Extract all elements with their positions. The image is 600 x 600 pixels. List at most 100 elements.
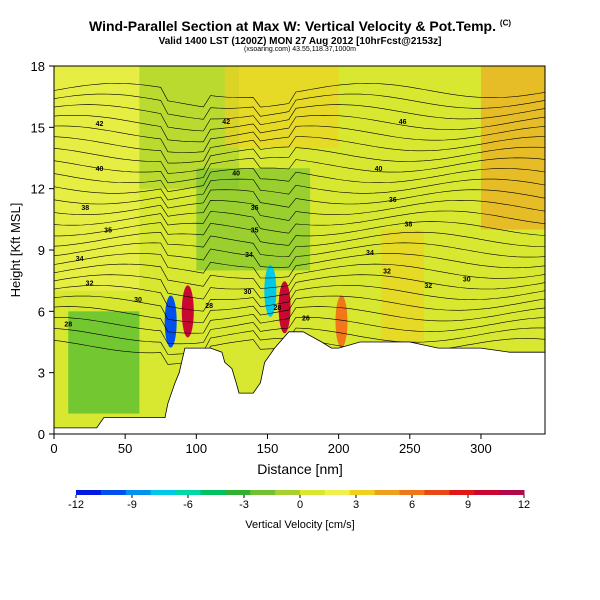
colorbar-tick-label: -6 bbox=[183, 499, 193, 511]
field-band bbox=[54, 66, 140, 291]
colorbar-swatch bbox=[225, 490, 251, 495]
colorbar-swatch bbox=[499, 490, 525, 495]
colorbar-swatch bbox=[275, 490, 301, 495]
isentrope-line bbox=[54, 253, 545, 279]
y-tick-label: 3 bbox=[38, 366, 45, 381]
colorbar-tick-label: -9 bbox=[127, 499, 137, 511]
chart-title: Wind-Parallel Section at Max W: Vertical… bbox=[88, 18, 512, 34]
isentrope-label: 35 bbox=[104, 228, 112, 235]
x-tick-label: 200 bbox=[328, 441, 350, 456]
colorbar-tick-label: 9 bbox=[465, 499, 471, 511]
x-tick-label: 50 bbox=[118, 441, 132, 456]
isentrope-label: 34 bbox=[245, 252, 253, 259]
updraft-core bbox=[164, 295, 177, 348]
colorbar-swatch bbox=[125, 490, 152, 495]
isentrope-line bbox=[54, 199, 545, 221]
isentrope-label: 28 bbox=[64, 322, 72, 329]
field-band bbox=[196, 168, 311, 271]
colorbar-swatch bbox=[76, 490, 102, 495]
chart-subtitle: Valid 1400 LST (1200Z) MON 27 Aug 2012 [… bbox=[158, 36, 442, 47]
isentrope-label: 30 bbox=[244, 289, 252, 296]
isentrope-label: 36 bbox=[389, 197, 397, 204]
colorbar-swatch bbox=[300, 490, 326, 495]
isentrope-line bbox=[54, 274, 545, 300]
isentrope-line bbox=[54, 136, 545, 164]
terrain-mask bbox=[54, 331, 545, 434]
isentrope-line bbox=[54, 168, 545, 193]
isentrope-line bbox=[54, 83, 545, 108]
isentrope-line bbox=[54, 104, 545, 132]
isentrope-lines: 42 42 46 40 40 40 38 36 36 35 35 38 34 34 34 32 32 32 30 30… bbox=[54, 83, 545, 365]
isentrope-line bbox=[54, 93, 545, 120]
colorbar-tick-label: 3 bbox=[353, 499, 359, 511]
colorbar-swatch bbox=[200, 490, 226, 495]
isentrope-line bbox=[54, 210, 545, 234]
isentrope-label: 36 bbox=[251, 205, 259, 212]
isentrope-line bbox=[54, 231, 545, 258]
x-tick-label: 300 bbox=[470, 441, 492, 456]
colorbar-swatch bbox=[150, 490, 177, 495]
isentrope-label: 30 bbox=[463, 277, 471, 284]
colorbar-label: Vertical Velocity [cm/s] bbox=[245, 519, 354, 531]
colorbar-swatch bbox=[424, 490, 450, 495]
isentrope-label: 32 bbox=[424, 283, 432, 290]
colorbar-tick-label: -3 bbox=[239, 499, 249, 511]
isentrope-label: 40 bbox=[375, 166, 383, 173]
colorbar-tick-label: 0 bbox=[297, 499, 303, 511]
isentrope-label: 34 bbox=[76, 256, 84, 263]
isentrope-label: 30 bbox=[134, 297, 142, 304]
isentrope-line bbox=[54, 157, 545, 184]
chart-credit: (xsoaring.com) 43.55,118.37,1000m bbox=[244, 46, 356, 53]
y-tick-label: 9 bbox=[38, 243, 45, 258]
isentrope-line bbox=[54, 146, 545, 174]
colorbar-swatch bbox=[349, 490, 376, 495]
colorbar: -12 -9 -6 -3 0 3 6 9 12 bbox=[68, 490, 530, 511]
isentrope-line bbox=[54, 317, 545, 345]
isentrope-label: 28 bbox=[205, 303, 213, 310]
x-axis: 0 50 100 150 200 250 300 bbox=[50, 434, 492, 456]
isentrope-line bbox=[54, 221, 545, 246]
field-band bbox=[224, 66, 339, 148]
isentrope-label: 38 bbox=[81, 205, 89, 212]
isentrope-label: 32 bbox=[383, 268, 391, 275]
isentrope-line bbox=[54, 125, 545, 153]
isentrope-line bbox=[54, 114, 545, 143]
y-tick-label: 18 bbox=[31, 59, 45, 74]
colorbar-tick-label: 6 bbox=[409, 499, 415, 511]
y-axis-label: Height [Kft MSL] bbox=[8, 203, 23, 298]
x-tick-label: 150 bbox=[257, 441, 279, 456]
isentrope-label: 28 bbox=[274, 305, 282, 312]
isentrope-label: 40 bbox=[96, 166, 104, 173]
isentrope-label: 35 bbox=[251, 228, 259, 235]
isentrope-label: 42 bbox=[96, 121, 104, 128]
colorbar-swatch bbox=[374, 490, 401, 495]
colorbar-swatch bbox=[250, 490, 276, 495]
isentrope-line bbox=[54, 327, 545, 355]
terrain-surface bbox=[54, 331, 545, 434]
y-tick-label: 0 bbox=[38, 427, 45, 442]
colorbar-swatch bbox=[474, 490, 500, 495]
isentrope-line bbox=[54, 295, 545, 323]
colorbar-swatch bbox=[399, 490, 425, 495]
x-tick-label: 100 bbox=[185, 441, 207, 456]
isentrope-line bbox=[54, 178, 545, 201]
isentrope-label: 46 bbox=[399, 119, 407, 126]
isentrope-line bbox=[54, 242, 545, 268]
updraft-core bbox=[181, 285, 194, 338]
colorbar-swatch bbox=[100, 490, 127, 495]
isentrope-line bbox=[54, 306, 545, 334]
y-axis: 0 3 6 9 12 15 18 bbox=[31, 59, 54, 442]
isentrope-label: 32 bbox=[86, 281, 94, 288]
y-tick-label: 15 bbox=[31, 120, 45, 135]
isentrope-label: 40 bbox=[232, 170, 240, 177]
isentrope-line bbox=[54, 285, 545, 312]
x-tick-label: 250 bbox=[399, 441, 421, 456]
y-tick-label: 6 bbox=[38, 304, 45, 319]
colorbar-swatch bbox=[449, 490, 475, 495]
colorbar-tick-label: 12 bbox=[518, 499, 530, 511]
isentrope-label: 38 bbox=[404, 221, 412, 228]
isentrope-label: 26 bbox=[302, 315, 310, 322]
colorbar-swatch bbox=[324, 490, 351, 495]
field-band bbox=[381, 229, 425, 353]
